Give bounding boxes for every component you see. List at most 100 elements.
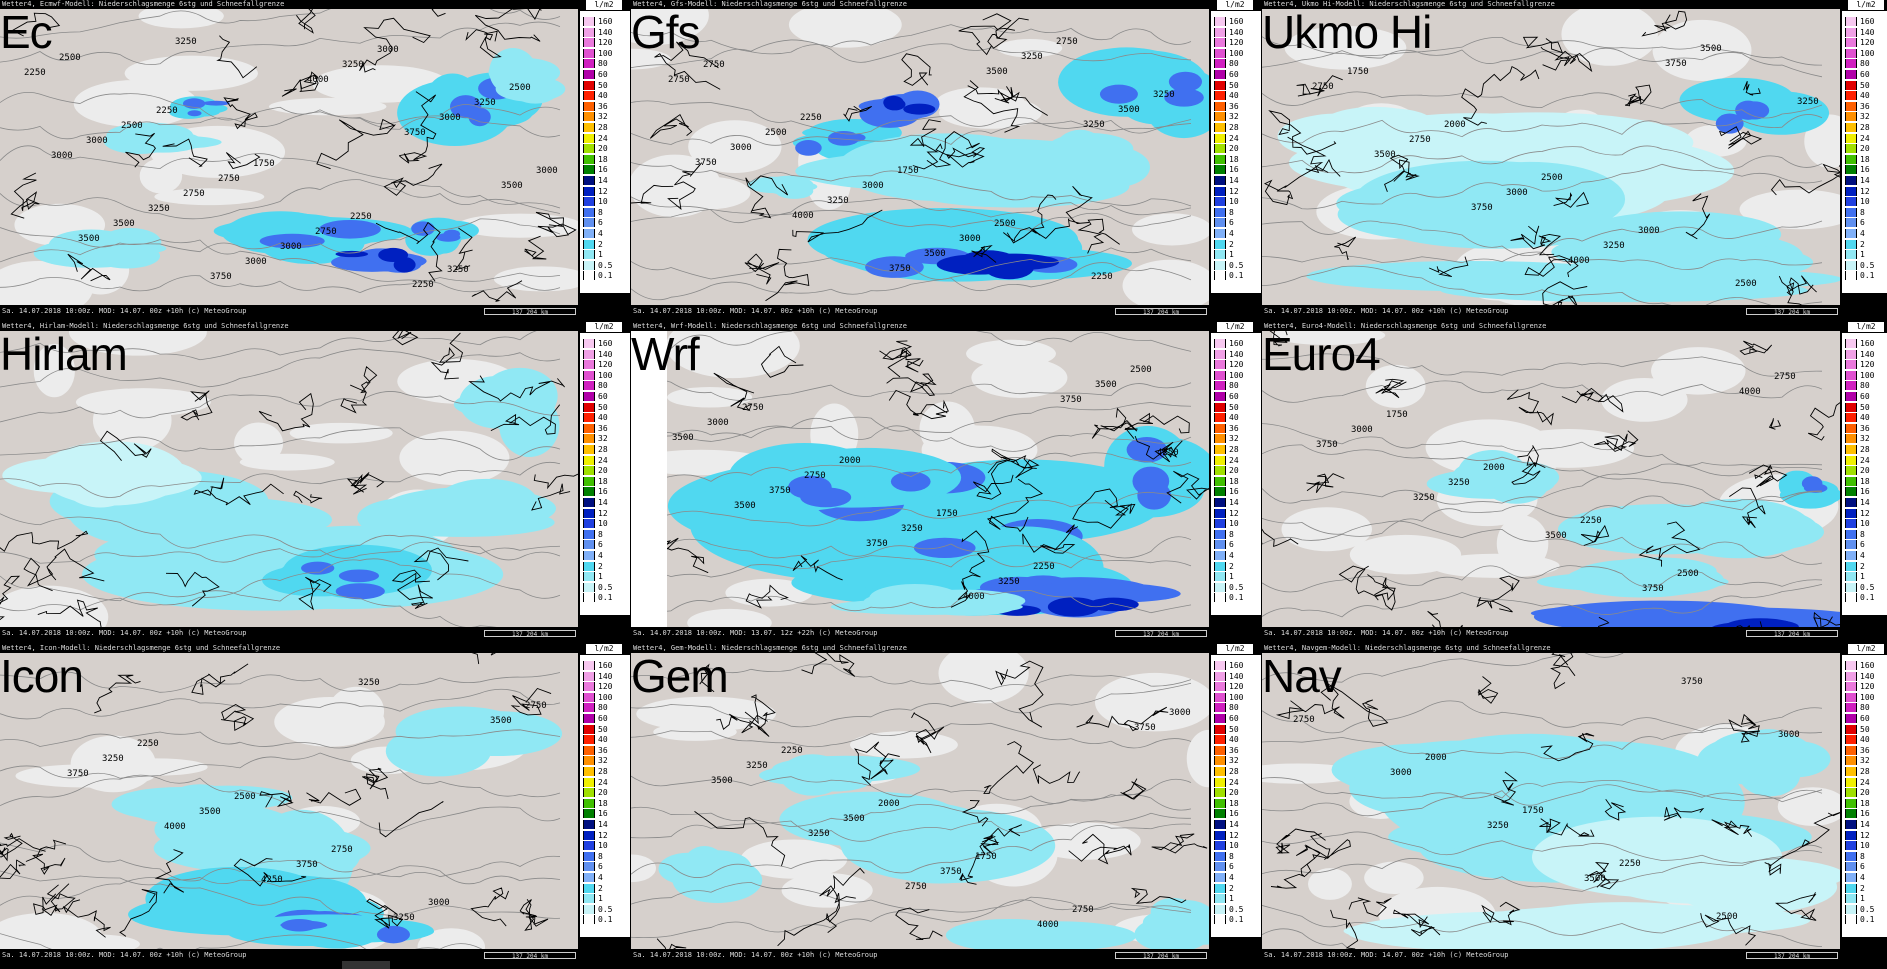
snowfall-limit-label: 2750 — [315, 227, 337, 237]
map-area[interactable]: 1750 2000 2250 2500 2750 3000 3250 3500 3750 4000… — [1262, 331, 1840, 627]
legend-swatch — [1845, 197, 1857, 207]
contour-line — [0, 671, 561, 693]
legend-entry: 50 — [1211, 402, 1261, 412]
map-area[interactable] — [0, 331, 578, 627]
legend-swatch — [1214, 70, 1226, 79]
legend-label: 0.5 — [1860, 582, 1875, 592]
legend-entry: 12 — [1211, 508, 1261, 518]
precipitation-area — [1142, 908, 1209, 936]
snowfall-limit-label: 3500 — [501, 181, 523, 191]
legend-swatch — [1845, 80, 1857, 90]
snowfall-limit-label: 2750 — [1409, 135, 1431, 145]
legend-swatch — [583, 873, 595, 882]
country-border — [1295, 833, 1351, 860]
legend-entry: 140 — [580, 671, 630, 681]
legend-swatch — [1214, 661, 1226, 670]
legend-label: 140 — [598, 671, 613, 681]
map-area[interactable]: 2750 2000 1750 2250 2500 3000 2750 3250 3250 3500… — [631, 331, 1209, 627]
contour-line — [631, 425, 1192, 452]
legend-label: 140 — [1860, 671, 1875, 681]
snowfall-limit-label: 2750 — [1072, 905, 1094, 915]
legend-entry: 60 — [1842, 70, 1887, 79]
legend-entry: 40 — [580, 735, 630, 745]
map-area[interactable]: 2500 2250 1750 2250 3250 2250 2500 2750 2750 2250… — [0, 9, 578, 305]
contour-line — [0, 558, 561, 612]
country-border — [1384, 154, 1420, 192]
legend-swatch — [1214, 186, 1226, 196]
country-border — [375, 221, 443, 282]
legend-swatch — [583, 229, 595, 238]
legend-label: 0.1 — [1860, 271, 1875, 281]
country-border — [1429, 256, 1469, 278]
legend-swatch — [1214, 692, 1226, 702]
legend-swatch — [583, 423, 595, 433]
legend-swatch — [1214, 250, 1226, 260]
snowfall-limit-label: 3750 — [67, 769, 89, 779]
legend-label: 8 — [1860, 851, 1865, 861]
country-border — [631, 184, 674, 204]
map-area[interactable]: 1750 2000 2500 3000 2500 2750 2750 3000 3250 3500… — [1262, 9, 1840, 305]
legend-entry: 2 — [1211, 239, 1261, 249]
contour-line — [631, 452, 1192, 486]
country-border — [258, 392, 314, 432]
legend-label: 6 — [1860, 218, 1865, 228]
legend-entry: 10 — [580, 197, 630, 207]
legend-label: 6 — [1229, 218, 1234, 228]
legend-swatch — [1214, 445, 1226, 454]
legend-swatch — [1214, 508, 1226, 518]
legend-label: 8 — [598, 207, 603, 217]
legend-label: 28 — [1860, 123, 1870, 132]
legend-swatch — [583, 349, 595, 359]
snowfall-limit-label: 3500 — [924, 249, 946, 259]
map-area[interactable]: 2000 1750 2250 2500 2750 3000 3250 3500 3750 3000 — [1262, 653, 1840, 949]
legend-entry: 40 — [580, 413, 630, 423]
country-border — [0, 530, 89, 552]
light-area — [1122, 259, 1209, 305]
country-border — [1268, 110, 1337, 155]
snowfall-limit-label: 3250 — [102, 754, 124, 764]
legend-entry: 14 — [1211, 498, 1261, 507]
legend-entry: 1 — [580, 894, 630, 904]
legend-swatch — [1845, 176, 1857, 185]
legend-swatch — [1214, 671, 1226, 681]
light-area — [0, 585, 109, 627]
legend-swatch — [1845, 703, 1857, 713]
legend-entry: 16 — [1211, 165, 1261, 175]
bottom-scroll-handle[interactable] — [342, 961, 390, 969]
snowfall-limit-label: 2250 — [137, 739, 159, 749]
snowfall-limit-label: 3250 — [447, 265, 469, 275]
legend-entry: 16 — [1211, 809, 1261, 819]
contour-line — [631, 682, 1192, 728]
legend-entry: 160 — [1842, 17, 1887, 26]
light-area — [328, 686, 385, 736]
country-border — [346, 472, 385, 495]
legend-label: 140 — [1229, 349, 1244, 359]
map-area[interactable]: 2250 2500 2750 3000 2750 3250 3500 3750 3250 3500… — [0, 653, 578, 949]
snowfall-limit-label: 2250 — [800, 113, 822, 123]
map-area[interactable]: 2250 2000 1750 2750 3000 3250 3500 3750 4000 3750… — [631, 653, 1209, 949]
legend-swatch — [1214, 207, 1226, 217]
legend-swatch — [1845, 671, 1857, 681]
legend-label: 8 — [598, 529, 603, 539]
map-area[interactable]: 2750 2250 1750 2500 2250 2750 2500 3000 3000 2750… — [631, 9, 1209, 305]
legend-label: 0.5 — [1860, 904, 1875, 914]
legend-swatch — [1214, 841, 1226, 851]
light-area — [73, 79, 198, 128]
legend-label: 24 — [1229, 455, 1239, 465]
light-area — [740, 839, 848, 879]
light-area — [1652, 19, 1752, 81]
snowfall-limit-label: 3000 — [245, 257, 267, 267]
legend-swatch — [583, 498, 595, 507]
model-name: Icon — [0, 650, 84, 702]
country-border — [1330, 909, 1359, 949]
legend-swatch — [583, 133, 595, 143]
country-border — [510, 687, 552, 716]
light-area — [1271, 331, 1386, 345]
legend-label: 18 — [1229, 154, 1239, 164]
contour-line — [631, 778, 1192, 828]
legend-label: 100 — [1229, 370, 1244, 380]
snowfall-limit-label: 3250 — [1487, 821, 1509, 831]
snowfall-limit-label: 3000 — [1390, 768, 1412, 778]
country-border — [362, 767, 389, 800]
precipitation-area — [1349, 759, 1488, 817]
